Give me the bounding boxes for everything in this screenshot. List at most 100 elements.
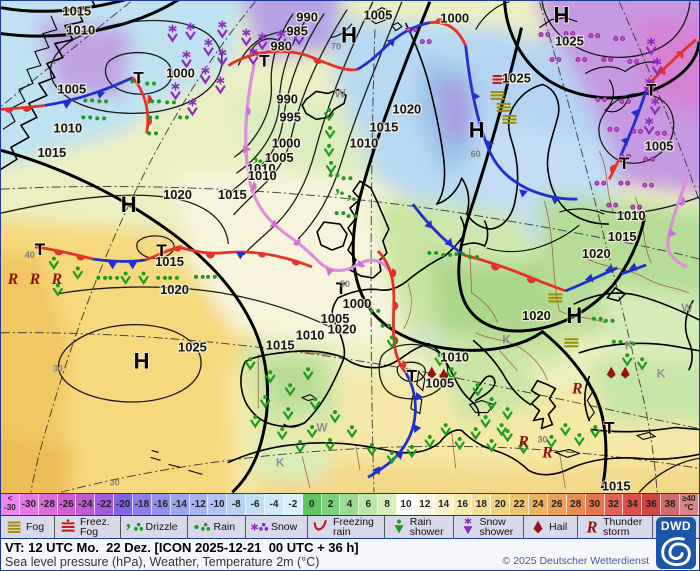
isobar-label: 985 (286, 24, 308, 39)
isobar-label: 990 (296, 10, 318, 25)
temp-cell: -8 (227, 494, 247, 515)
pressure-center-T: T (604, 418, 615, 437)
temp-cell: 32 (604, 494, 624, 515)
isobar-label: 1020 (582, 246, 611, 261)
legend-item-thunderstorm: Thunder storm (578, 516, 654, 538)
temp-cell: 16 (453, 494, 473, 515)
rain-icon (191, 517, 213, 537)
isobar-label: 990 (276, 91, 298, 106)
temp-cell: 34 (623, 494, 643, 515)
temp-cell: -30 (19, 494, 39, 515)
temp-cell: -4 (265, 494, 284, 515)
graticule-label: 40 (25, 250, 35, 260)
isobar-label: 1010 (350, 135, 379, 150)
temp-cell: -28 (38, 494, 58, 515)
isobar-label: 1015 (37, 145, 66, 160)
wx-th-symbol (571, 380, 584, 398)
airmass-label: K (625, 339, 634, 353)
dwd-logo: DWD (656, 517, 696, 569)
isobar-label: 1005 (321, 311, 350, 326)
wx-th-symbol (517, 433, 530, 451)
temp-cell: 22 (510, 494, 530, 515)
pressure-center-T: T (35, 240, 46, 259)
hail-icon (533, 520, 543, 534)
legend-label: Hail (549, 520, 568, 533)
legend-item-snow: Snow (246, 516, 309, 538)
pressure-center-H: H (121, 192, 137, 217)
temp-cell: ≥40 °C (679, 494, 699, 515)
temp-cell: 6 (359, 494, 379, 515)
temp-cell: -18 (133, 494, 152, 515)
copyright: © 2025 Deutscher Wetterdienst (502, 555, 649, 567)
temp-cell: 20 (491, 494, 511, 515)
isobar-label: 1010 (66, 23, 95, 38)
airmass-label: K (276, 455, 285, 469)
legend-label: Fog (26, 520, 45, 533)
map-area: , R , R (1, 1, 699, 493)
isobar-label: 1010 (617, 208, 646, 223)
pressure-center-T: T (133, 68, 144, 87)
freezing-fog-icon (60, 518, 76, 532)
graticule-label: 50 (340, 279, 350, 289)
wx-th-symbol (50, 270, 63, 288)
legend-label: Rain shower (409, 515, 444, 538)
pressure-center-T: T (336, 279, 347, 298)
pressure-center-H: H (566, 303, 582, 328)
legend-label: Snow shower (479, 515, 514, 538)
temp-cell: 4 (340, 494, 360, 515)
legend-label: Freez. Fog (79, 515, 110, 538)
airmass-label: K (657, 367, 666, 381)
isobar-label: 1015 (266, 338, 295, 353)
pressure-center-H: H (134, 349, 150, 374)
pressure-center-T: T (407, 367, 418, 386)
isobar-label: 1005 (645, 138, 674, 153)
pressure-center-T: T (156, 241, 167, 260)
isobar-label: 1020 (160, 282, 189, 297)
isobar-label: 1010 (247, 161, 276, 176)
isobar-label: 1020 (522, 308, 551, 323)
legend-item-hail: Hail (524, 516, 579, 538)
footer: VT: 12 UTC Mo. 22 Dez. [ICON 2025-12-21 … (1, 539, 699, 570)
rain-shower-icon (394, 519, 404, 534)
legend-item-freezing-fog: Freez. Fog (55, 516, 121, 538)
isobar-label: 1015 (218, 187, 247, 202)
validity-line: VT: 12 UTC Mo. 22 Dez. [ICON 2025-12-21 … (5, 540, 359, 555)
isobar-label: 1020 (328, 322, 357, 337)
wx-th-symbol (6, 270, 19, 288)
isobar-label: 980 (270, 39, 292, 54)
isobar-label: 1000 (166, 65, 195, 80)
isobar-label: 1005 (425, 376, 454, 391)
isobar-label: 1015 (608, 229, 637, 244)
temp-cell: 24 (529, 494, 548, 515)
legend-item-drizzle: Drizzle (121, 516, 189, 538)
isobar-label: 1015 (155, 254, 184, 269)
temp-cell: -6 (246, 494, 266, 515)
temp-cell: -14 (170, 494, 190, 515)
dwd-logo-text: DWD (660, 519, 692, 533)
legend-label: Rain (213, 520, 236, 533)
legend-label: Freezing rain (333, 515, 374, 538)
airmass-label: W (316, 420, 328, 434)
isobar-label: 1015 (62, 4, 91, 19)
graticule-label: 70 (331, 42, 341, 52)
isobar-label: 1025 (178, 340, 207, 355)
graticule-label: 60 (471, 149, 481, 159)
temp-cell: 38 (661, 494, 680, 515)
isobar-label: 1020 (163, 187, 192, 202)
isobar-label: 1010 (296, 328, 325, 343)
pressure-center-T: T (646, 80, 657, 99)
snow-shower-icon (463, 517, 474, 535)
legend-item-rain: Rain (188, 516, 246, 538)
graticule-label: 30 (110, 477, 120, 487)
isobar-label: 1000 (343, 296, 372, 311)
temp-scale: < -30 -30 -28 -26 -24 -22 -20 -18 -16 -14 -12 -10 -8… (1, 493, 699, 516)
weather-map: , R , R (1, 1, 699, 493)
temp-cell: -16 (151, 494, 171, 515)
snow-icon (249, 517, 271, 537)
isobar-label: 1010 (53, 120, 82, 135)
isobar-label: 1010 (440, 350, 469, 365)
subtitle-line: Sea level pressure (hPa), Weather, Tempe… (5, 555, 320, 569)
coastline-layer (1, 1, 699, 476)
temp-cell: 10 (397, 494, 416, 515)
